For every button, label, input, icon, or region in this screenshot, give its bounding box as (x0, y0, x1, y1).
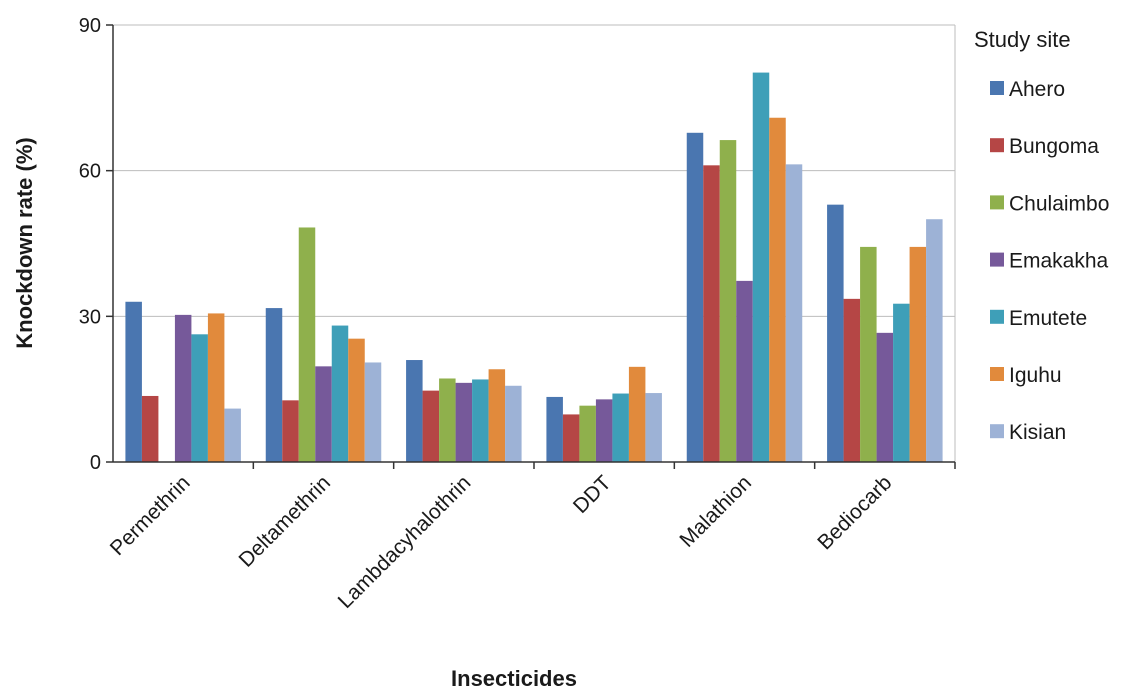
bar-emakakha-ddt (595, 399, 613, 462)
legend-label-ahero: Ahero (1009, 78, 1065, 101)
bar-ahero-malathion (686, 132, 704, 462)
x-category-label: Malathion (675, 471, 756, 552)
bar-chulaimbo-malathion (719, 140, 737, 462)
axes (106, 24, 956, 469)
bar-iguhu-permethrin (207, 313, 225, 462)
bar-ahero-ddt (546, 396, 563, 462)
bar-bungoma-deltamethrin (282, 400, 299, 462)
bar-emutete-bediocarb (893, 303, 910, 462)
bar-kisian-permethrin (224, 408, 241, 462)
legend-label-iguhu: Iguhu (1009, 364, 1062, 387)
bar-kisian-ddt (645, 393, 662, 462)
bar-emutete-ddt (612, 393, 629, 462)
bar-emutete-malathion (752, 72, 770, 462)
bar-ahero-deltamethrin (265, 308, 283, 462)
bar-kisian-malathion (785, 164, 803, 463)
bar-chulaimbo-bediocarb (860, 246, 877, 462)
bar-emakakha-bediocarb (876, 332, 894, 462)
legend-label-kisian: Kisian (1009, 421, 1066, 444)
legend-swatch-ahero (990, 81, 1004, 95)
bar-bungoma-ddt (562, 414, 580, 462)
x-category-label: Lambdacyhalothrin (334, 471, 476, 613)
bar-emutete-lambdacyhalothrin (472, 379, 489, 462)
gridlines (113, 24, 956, 462)
bar-chulaimbo-lambdacyhalothrin (439, 378, 456, 462)
bar-bungoma-bediocarb (843, 298, 861, 462)
bar-bungoma-lambdacyhalothrin (422, 390, 440, 462)
x-category-label: Permethrin (106, 471, 195, 560)
legend-swatch-emutete (990, 309, 1004, 324)
y-tick-label: 90 (79, 15, 101, 37)
y-tick-label: 30 (79, 306, 101, 328)
bar-chulaimbo-deltamethrin (298, 227, 316, 462)
legend-label-emutete: Emutete (1009, 307, 1087, 330)
bar-iguhu-malathion (769, 117, 786, 462)
bar-kisian-deltamethrin (364, 362, 382, 462)
x-axis-title: Insecticides (451, 666, 577, 691)
bar-ahero-bediocarb (827, 204, 844, 462)
bar-kisian-lambdacyhalothrin (505, 385, 522, 462)
bar-bungoma-malathion (703, 165, 720, 462)
legend-swatch-chulaimbo (990, 195, 1004, 210)
bar-emutete-permethrin (191, 334, 208, 462)
bar-iguhu-lambdacyhalothrin (488, 369, 506, 462)
legend-label-emakakha: Emakakha (1009, 250, 1109, 273)
legend-swatch-emakakha (990, 252, 1004, 267)
legend-label-chulaimbo: Chulaimbo (1009, 192, 1109, 215)
bar-emakakha-malathion (736, 280, 753, 462)
bar-iguhu-bediocarb (909, 246, 927, 462)
bar-emakakha-permethrin (174, 314, 192, 462)
legend-label-bungoma: Bungoma (1009, 135, 1099, 158)
bar-ahero-permethrin (125, 301, 142, 462)
bar-emutete-deltamethrin (331, 325, 349, 462)
y-axis-title: Knockdown rate (%) (12, 137, 37, 348)
legend: Study site Ahero Bungoma Chulaimbo Emakakha… (974, 27, 1109, 444)
bar-iguhu-deltamethrin (348, 338, 365, 462)
y-tick-label: 60 (79, 161, 101, 183)
bars (125, 72, 943, 463)
bar-iguhu-ddt (628, 366, 646, 462)
y-tick-labels: 0 30 60 90 (79, 15, 101, 474)
y-tick-label: 0 (90, 452, 101, 474)
bar-bungoma-permethrin (141, 395, 159, 462)
bar-chulaimbo-ddt (579, 405, 596, 462)
x-category-label: Deltamethrin (235, 471, 335, 571)
bar-emakakha-lambdacyhalothrin (455, 382, 473, 462)
x-category-label: Bediocarb (813, 471, 896, 554)
legend-swatch-bungoma (990, 138, 1004, 153)
bar-ahero-lambdacyhalothrin (406, 360, 423, 462)
x-category-label: DDT (569, 471, 616, 518)
legend-title: Study site (974, 27, 1071, 52)
bar-kisian-bediocarb (926, 219, 943, 462)
legend-swatch-kisian (990, 424, 1004, 439)
legend-swatch-iguhu (990, 367, 1004, 381)
bar-emakakha-deltamethrin (315, 366, 332, 462)
